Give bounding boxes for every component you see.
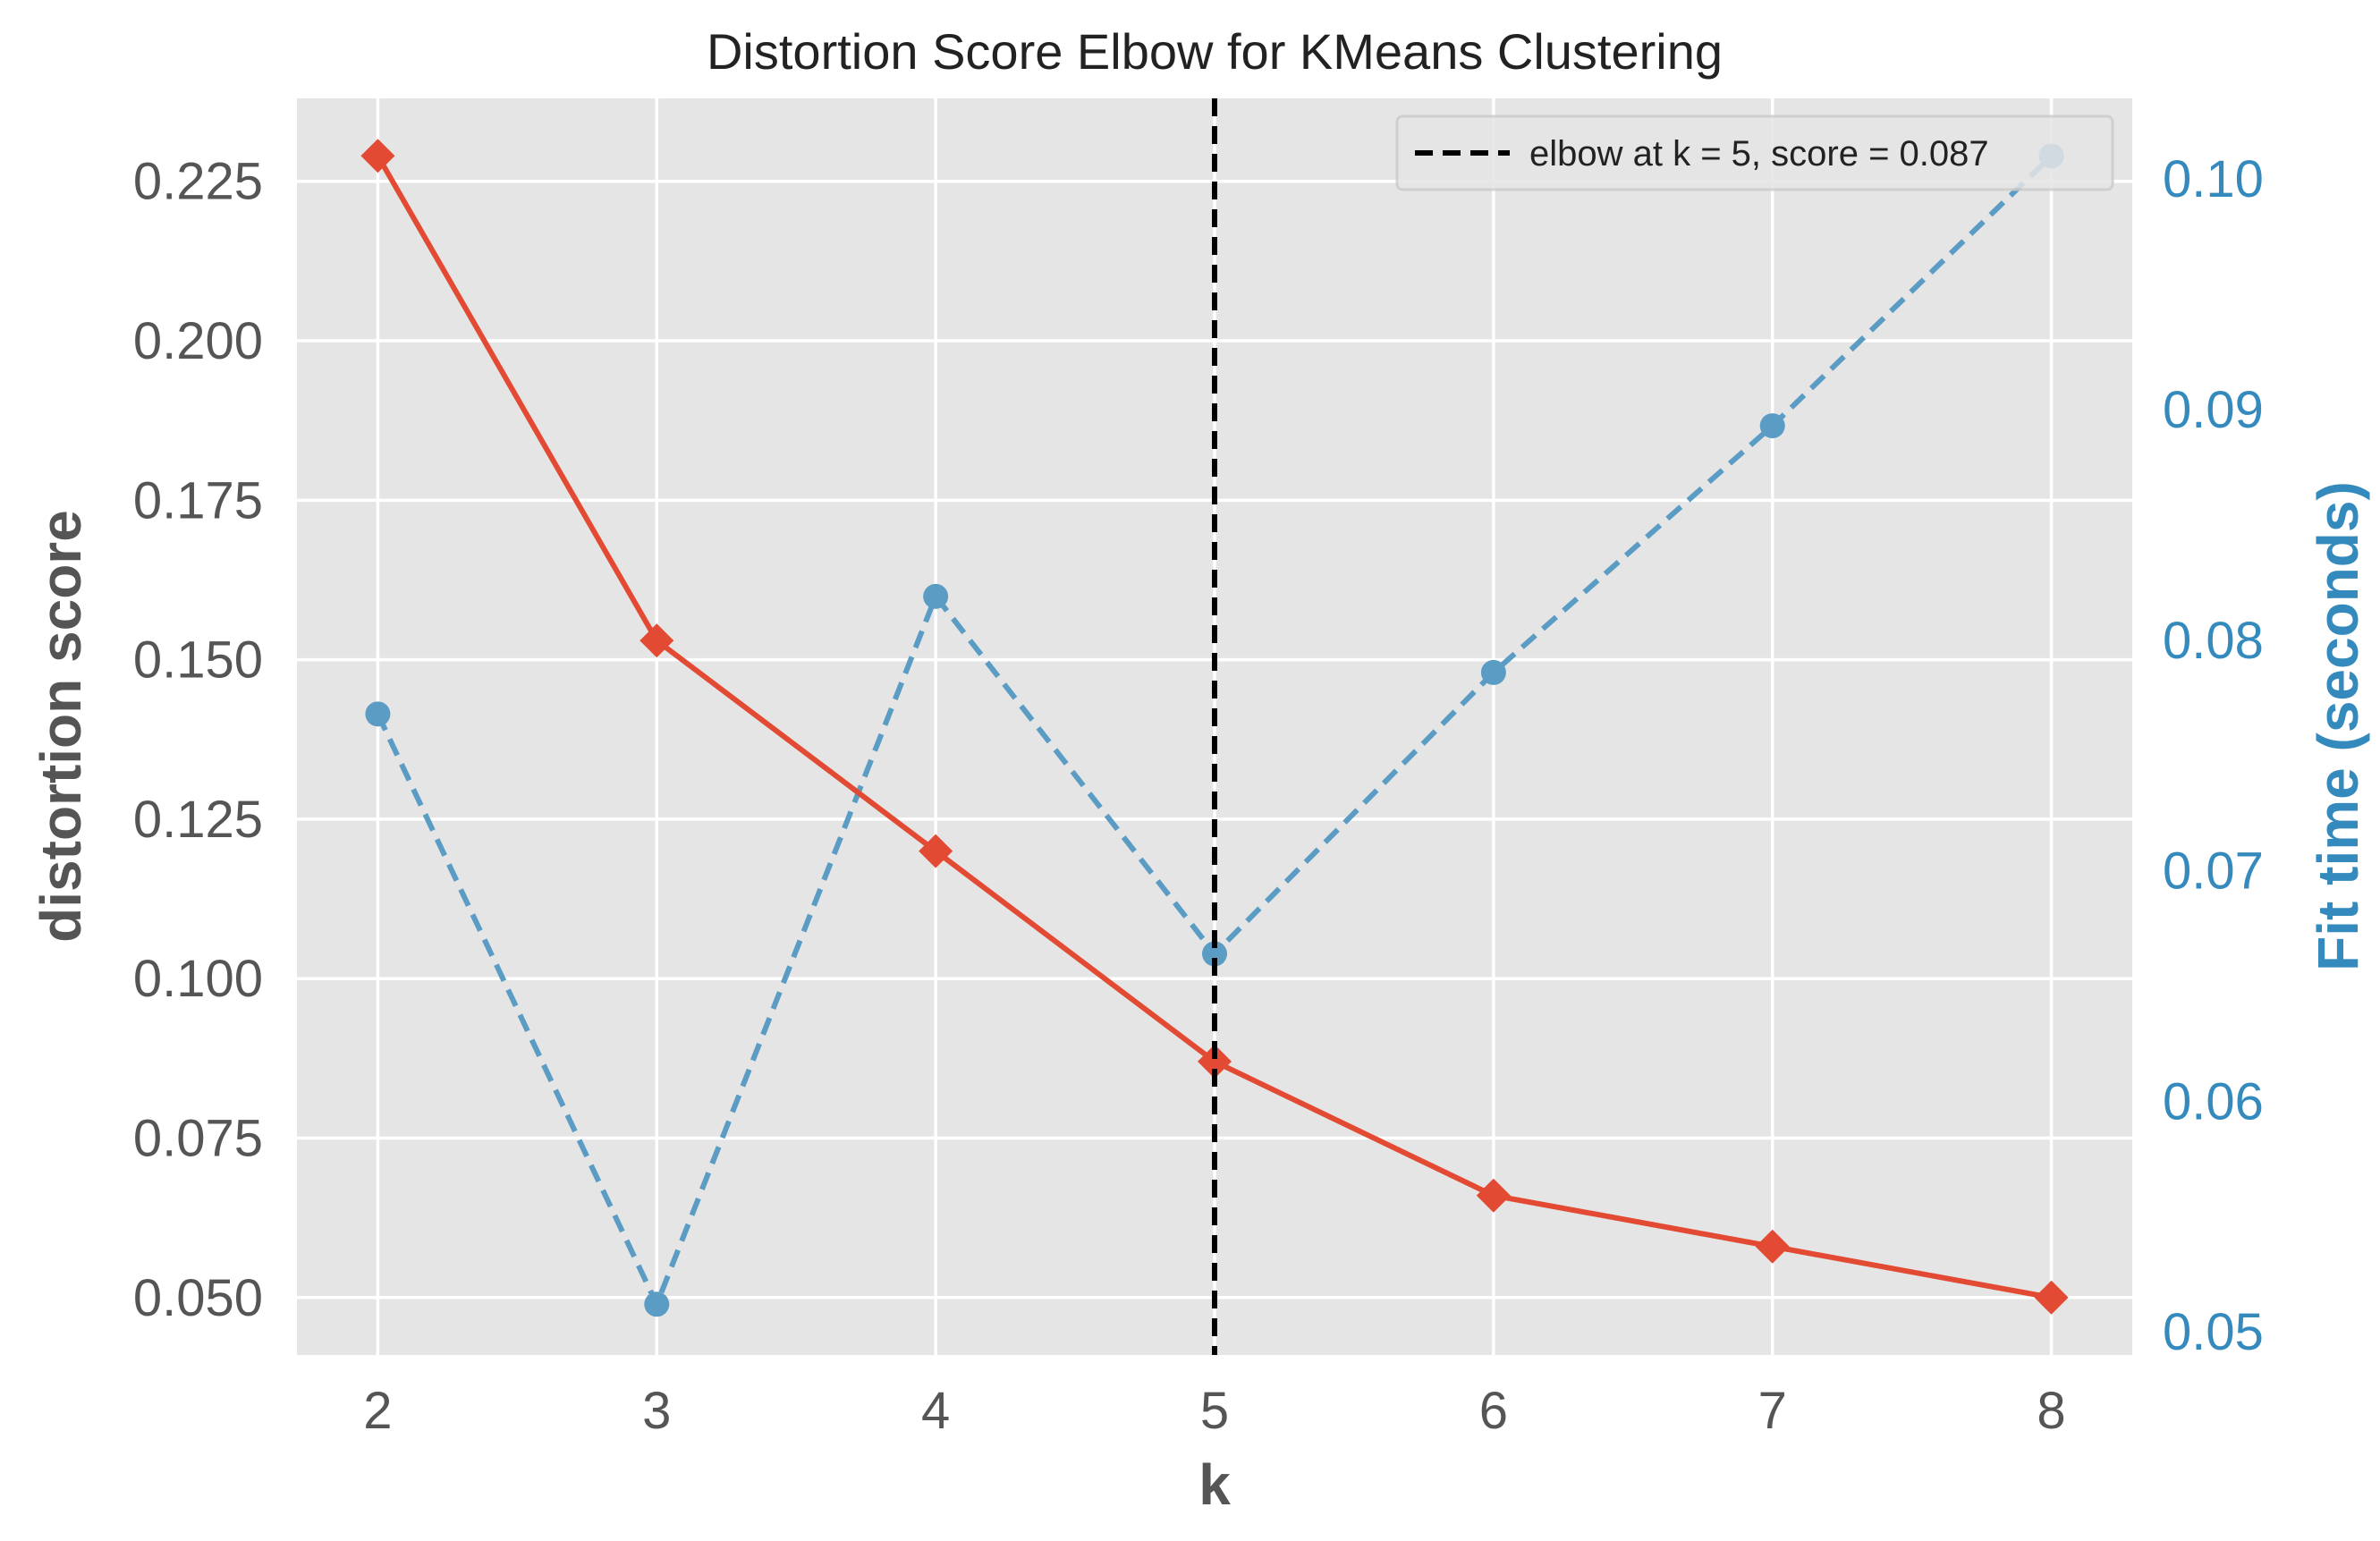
fit-time-point [1759,413,1785,439]
y-tick-label: 0.225 [133,153,263,211]
legend-elbow-label: elbow at k = 5, score = 0.087 [1529,134,1989,174]
distortion-point [1755,1229,1790,1264]
x-tick-label: 5 [1200,1382,1229,1440]
x-tick-label: 3 [642,1382,671,1440]
legend-box [1395,114,2114,191]
distortion-point [919,834,953,868]
distortion-series [360,139,2069,1315]
y2-tick-label: 0.05 [2163,1303,2264,1361]
y2-axis-label: Fit time (seconds) [2306,481,2370,971]
y-tick-label: 0.125 [133,791,263,849]
x-tick-label: 2 [363,1382,392,1440]
x-tick-label: 7 [1758,1382,1787,1440]
fit-time-point [923,583,949,609]
y2-tick-labels: 0.05 0.06 0.07 0.08 0.09 0.10 [2163,150,2264,1361]
legend: elbow at k = 5, score = 0.087 [1395,114,2114,191]
y-axis-label: distortion score [29,510,93,943]
distortion-point [1198,1044,1232,1079]
x-axis-label: k [1198,1452,1231,1517]
fit-time-point [1480,659,1506,685]
chart-title: Distortion Score Elbow for KMeans Cluste… [707,23,1723,80]
distortion-point [360,139,395,174]
y-tick-label: 0.100 [133,950,263,1008]
x-tick-label: 8 [2037,1382,2065,1440]
x-tick-label: 6 [1479,1382,1508,1440]
y-tick-label: 0.075 [133,1110,263,1168]
y2-tick-label: 0.07 [2163,842,2264,901]
y2-tick-label: 0.06 [2163,1072,2264,1130]
distortion-point [639,623,674,658]
x-tick-label: 4 [921,1382,950,1440]
fit-time-point [644,1291,670,1317]
y-tick-label: 0.175 [133,471,263,529]
y2-tick-label: 0.09 [2163,381,2264,439]
y2-tick-label: 0.08 [2163,612,2264,670]
y-tick-labels: 0.050 0.075 0.100 0.125 0.150 0.175 0.200 0.225 [133,153,263,1327]
y-tick-label: 0.150 [133,631,263,690]
y2-tick-label: 0.10 [2163,150,2264,208]
fit-time-point [1202,941,1227,967]
y-tick-label: 0.050 [133,1269,263,1327]
distortion-point [2034,1280,2069,1315]
fit-time-point [365,701,391,727]
y-tick-label: 0.200 [133,312,263,370]
x-tick-labels: 2 3 4 5 6 7 8 [363,1382,2065,1440]
distortion-point [1476,1178,1511,1213]
grid-lines [297,98,2132,1355]
